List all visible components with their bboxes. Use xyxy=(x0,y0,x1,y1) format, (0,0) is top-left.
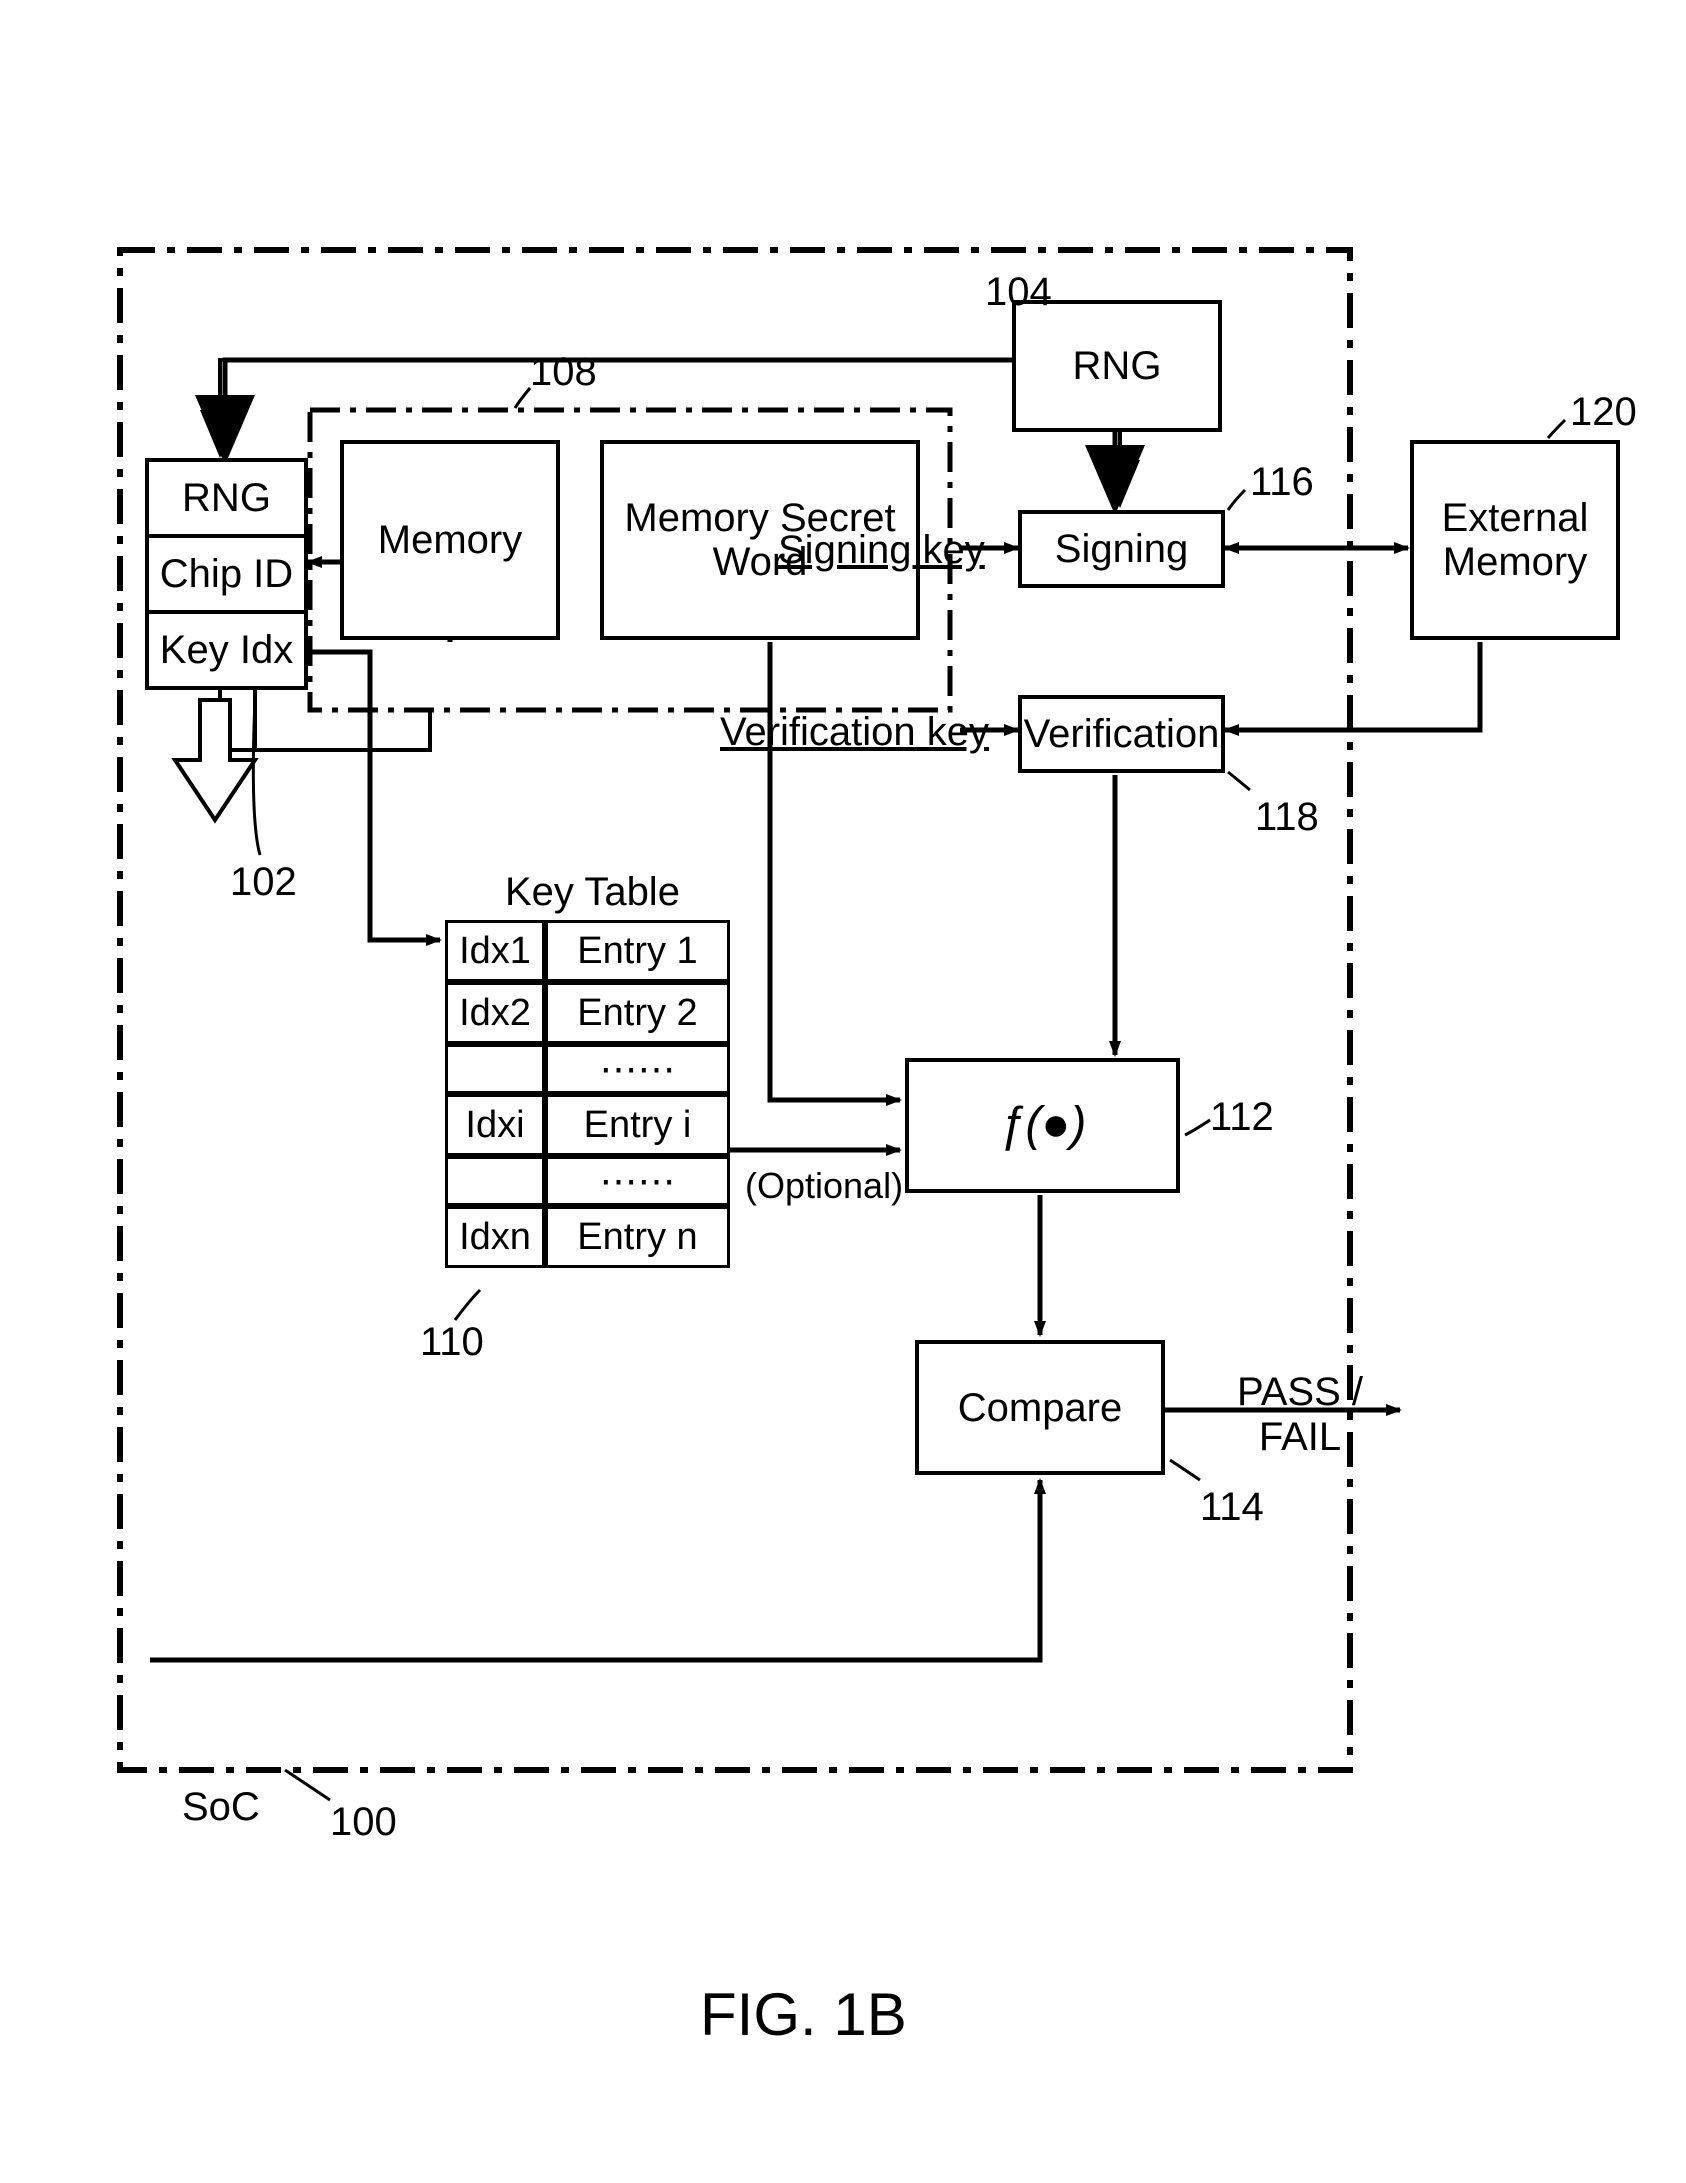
key-table-title: Key Table xyxy=(505,870,680,915)
kt-idx-5: Idxn xyxy=(445,1206,545,1268)
kt-idx-2 xyxy=(445,1044,545,1094)
compare-box: Compare xyxy=(915,1340,1165,1475)
kt-entry-3: Entry i xyxy=(545,1094,730,1156)
kt-idx-0: Idx1 xyxy=(445,920,545,982)
kt-entry-0: Entry 1 xyxy=(545,920,730,982)
kt-entry-2: ⋯⋯ xyxy=(545,1044,730,1094)
figure-label: FIG. 1B xyxy=(700,1980,907,2049)
optional-label: (Optional) xyxy=(745,1165,903,1207)
ref-108: 108 xyxy=(530,350,597,395)
ref-114: 114 xyxy=(1200,1485,1264,1530)
kt-idx-3: Idxi xyxy=(445,1094,545,1156)
func-label: ƒ(●) xyxy=(999,1099,1087,1152)
kt-idx-4 xyxy=(445,1156,545,1206)
ref-110: 110 xyxy=(420,1320,484,1365)
kt-entry-1: Entry 2 xyxy=(545,982,730,1044)
signing-key-label: Signing key xyxy=(778,528,985,573)
signing-box: Signing xyxy=(1018,510,1225,588)
kt-entry-4: ⋯⋯ xyxy=(545,1156,730,1206)
diagram-canvas: RNG Chip ID Key Idx Memory Memory Secret… xyxy=(0,0,1686,2183)
wires xyxy=(0,0,1686,2183)
ref-104: 104 xyxy=(985,270,1052,315)
challenge-chipid-label: Chip ID xyxy=(160,552,293,596)
kt-idx-1: Idx2 xyxy=(445,982,545,1044)
compare-label: Compare xyxy=(958,1386,1123,1430)
passfail-label: PASS / FAIL xyxy=(1230,1370,1370,1460)
signing-label: Signing xyxy=(1055,527,1188,571)
key-table: Idx1 Entry 1 Idx2 Entry 2 ⋯⋯ Idxi Entry … xyxy=(445,920,730,1268)
ref-100: 100 xyxy=(330,1800,397,1845)
rng-box: RNG xyxy=(1012,300,1222,432)
ref-116: 116 xyxy=(1250,460,1314,505)
memory-box: Memory xyxy=(340,440,560,640)
ref-120: 120 xyxy=(1570,390,1637,435)
verification-key-label: Verification key xyxy=(720,710,989,755)
challenge-keyidx-label: Key Idx xyxy=(160,628,293,672)
memory-label: Memory xyxy=(378,518,522,562)
kt-entry-5: Entry n xyxy=(545,1206,730,1268)
challenge-chipid-cell: Chip ID xyxy=(145,534,308,614)
func-box: ƒ(●) xyxy=(905,1058,1180,1193)
verification-label: Verification xyxy=(1024,712,1220,756)
challenge-rng-cell: RNG xyxy=(145,458,308,538)
challenge-keyidx-cell: Key Idx xyxy=(145,610,308,690)
soc-label: SoC xyxy=(182,1785,260,1830)
external-memory-box: External Memory xyxy=(1410,440,1620,640)
ref-112: 112 xyxy=(1210,1095,1274,1140)
external-memory-label: External Memory xyxy=(1424,496,1606,584)
ref-118: 118 xyxy=(1255,795,1319,840)
challenge-rng-label: RNG xyxy=(182,476,271,520)
verification-box: Verification xyxy=(1018,695,1225,773)
ref-102: 102 xyxy=(230,860,297,905)
rng-label: RNG xyxy=(1073,344,1162,388)
